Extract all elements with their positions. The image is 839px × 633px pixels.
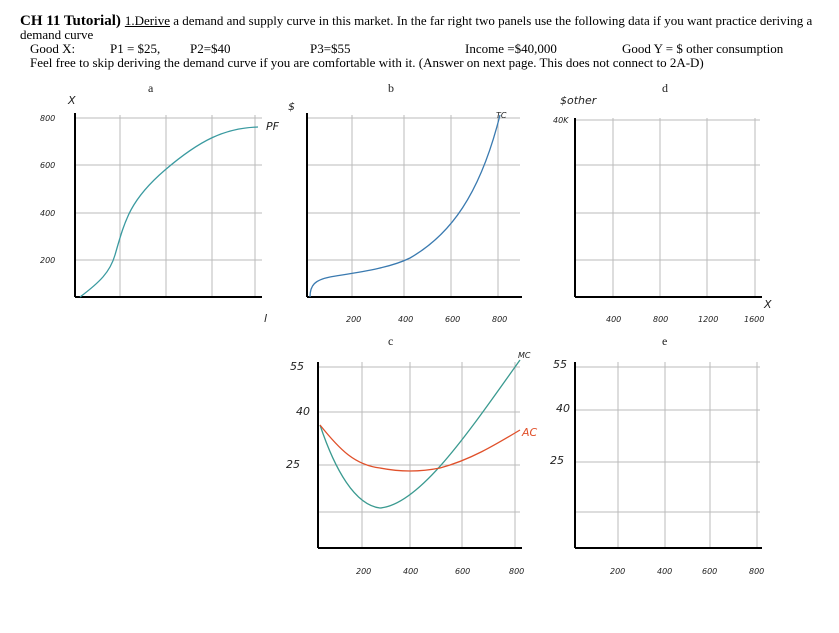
- x-tick-label: 200: [346, 315, 361, 324]
- panel-a: X 800 600 400 200 PF l a: [40, 81, 280, 325]
- y-tick-label: 25: [286, 458, 300, 471]
- panel-e: 55 40 25 200 400 600 800 e: [550, 334, 764, 576]
- x-tick-label: 600: [455, 567, 470, 576]
- note: Feel free to skip deriving the demand cu…: [30, 55, 704, 70]
- x-tick-label: 400: [398, 315, 413, 324]
- y-tick-label: 600: [40, 161, 55, 170]
- y-tick-label: 200: [40, 256, 55, 265]
- y-tick-label: 55: [553, 358, 567, 371]
- x-axis-label: l: [264, 312, 267, 325]
- data-item: P2=$40: [190, 41, 231, 56]
- curve-label: AC: [521, 426, 538, 439]
- x-tick-label: 800: [653, 315, 668, 324]
- y-tick-label: 400: [40, 209, 55, 218]
- y-axis-label: X: [67, 94, 76, 107]
- x-tick-label: 800: [509, 567, 524, 576]
- panel-d: $other 40K X 400 800 1200 1600 d: [553, 81, 772, 324]
- data-item: P3=$55: [310, 41, 351, 56]
- x-tick-label: 800: [749, 567, 764, 576]
- instruction-text: a demand and supply curve in this market…: [20, 13, 813, 42]
- panel-letter: b: [388, 81, 394, 95]
- x-tick-label: 400: [657, 567, 672, 576]
- title: CH 11 Tutorial): [20, 13, 121, 29]
- x-tick-label: 1200: [698, 315, 718, 324]
- x-axis-label: X: [763, 298, 772, 311]
- y-axis-label: $other: [560, 94, 598, 107]
- curve-label: TC: [496, 111, 507, 120]
- panel-letter: a: [148, 81, 154, 95]
- x-tick-label: 200: [356, 567, 371, 576]
- y-tick-label: 800: [40, 114, 55, 123]
- instruction-lead: 1.Derive: [124, 13, 170, 28]
- instruction: CH 11 Tutorial) 1.Derive a demand and sup…: [20, 14, 835, 42]
- data-item: P1 = $25,: [110, 41, 161, 56]
- panel-letter: c: [388, 334, 393, 348]
- y-tick-label: 40: [556, 402, 570, 415]
- x-tick-label: 1600: [744, 315, 764, 324]
- x-tick-label: 600: [445, 315, 460, 324]
- x-tick-label: 400: [606, 315, 621, 324]
- panel-b: $ TC 200 400 600 800 b: [288, 81, 522, 324]
- data-line: Good X: P1 = $25, P2=$40 P3=$55 Income =…: [20, 42, 835, 56]
- header: CH 11 Tutorial) 1.Derive a demand and sup…: [20, 14, 835, 70]
- data-item: Income =$40,000: [465, 41, 557, 56]
- x-tick-label: 200: [610, 567, 625, 576]
- y-tick-label: 40: [296, 405, 310, 418]
- panel-letter: d: [662, 81, 668, 95]
- data-item: Good Y = $ other consumption: [622, 41, 784, 56]
- panel-c: 55 40 25 MC AC 200 400 600 800 c: [286, 334, 538, 576]
- y-tick-label: 40K: [553, 116, 569, 125]
- data-item: Good X:: [30, 41, 76, 56]
- x-tick-label: 800: [492, 315, 507, 324]
- y-tick-label: 25: [550, 454, 564, 467]
- x-tick-label: 400: [403, 567, 418, 576]
- y-tick-label: 55: [290, 360, 304, 373]
- curve-label: MC: [518, 351, 531, 360]
- x-tick-label: 600: [702, 567, 717, 576]
- y-axis-label: $: [288, 100, 295, 113]
- curve-label: PF: [266, 120, 280, 133]
- panel-letter: e: [662, 334, 667, 348]
